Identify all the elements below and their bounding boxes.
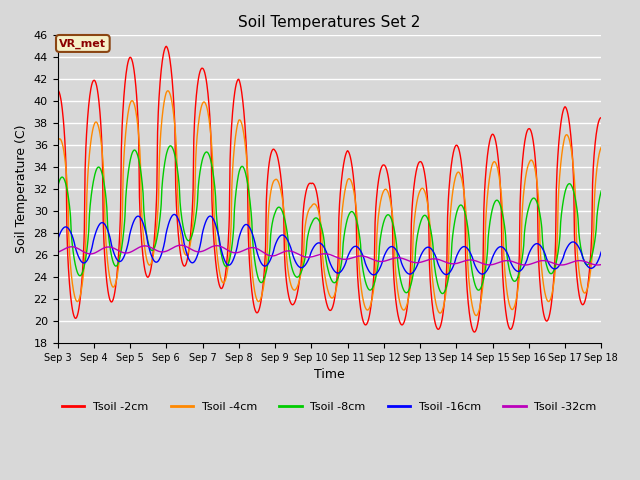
X-axis label: Time: Time [314,368,345,381]
Tsoil -16cm [54,237,61,243]
Tsoil -8cm [251,258,259,264]
Title: Soil Temperatures Set 2: Soil Temperatures Set 2 [238,15,420,30]
Tsoil -4cm [164,88,172,94]
Tsoil -32cm [496,259,504,265]
Line: Tsoil -2cm: Tsoil -2cm [58,47,602,332]
Line: Tsoil -8cm: Tsoil -8cm [58,146,602,294]
Tsoil -2cm [439,312,447,317]
Tsoil -2cm [470,329,478,335]
Tsoil -16cm [251,239,259,245]
Tsoil -2cm [163,44,170,49]
Tsoil -4cm [472,312,480,318]
Tsoil -2cm [496,180,504,186]
Tsoil -32cm [180,243,188,249]
Y-axis label: Soil Temperature (C): Soil Temperature (C) [15,125,28,253]
Tsoil -8cm [440,290,447,296]
Tsoil -4cm [180,248,188,253]
Tsoil -32cm [251,245,259,251]
Tsoil -16cm [496,244,504,250]
Tsoil -2cm [373,188,381,193]
Tsoil -32cm [410,260,418,265]
Tsoil -2cm [410,184,418,190]
Tsoil -2cm [251,306,259,312]
Tsoil -4cm [251,288,259,294]
Tsoil -8cm [598,187,605,192]
Tsoil -16cm [170,212,178,217]
Tsoil -8cm [167,143,175,149]
Tsoil -32cm [522,262,529,268]
Tsoil -4cm [54,139,61,145]
Tsoil -8cm [438,291,446,297]
Tsoil -2cm [598,115,605,120]
Line: Tsoil -16cm: Tsoil -16cm [58,215,602,275]
Tsoil -4cm [496,181,504,187]
Tsoil -16cm [374,269,381,275]
Line: Tsoil -4cm: Tsoil -4cm [58,91,602,315]
Tsoil -16cm [440,270,447,276]
Line: Tsoil -32cm: Tsoil -32cm [58,245,602,265]
Tsoil -32cm [373,258,381,264]
Tsoil -16cm [370,272,378,278]
Tsoil -4cm [598,144,605,149]
Tsoil -8cm [496,202,504,208]
Tsoil -4cm [373,227,381,232]
Text: VR_met: VR_met [60,38,106,48]
Tsoil -8cm [54,185,61,191]
Tsoil -32cm [439,258,447,264]
Tsoil -4cm [439,306,447,312]
Tsoil -2cm [54,87,61,93]
Tsoil -8cm [180,227,188,232]
Tsoil -2cm [180,263,188,269]
Tsoil -32cm [54,250,61,255]
Tsoil -16cm [598,248,605,254]
Tsoil -8cm [410,267,418,273]
Tsoil -4cm [410,223,418,228]
Tsoil -16cm [180,238,188,244]
Tsoil -8cm [373,267,381,273]
Tsoil -32cm [177,242,184,248]
Tsoil -16cm [410,268,418,274]
Legend: Tsoil -2cm, Tsoil -4cm, Tsoil -8cm, Tsoil -16cm, Tsoil -32cm: Tsoil -2cm, Tsoil -4cm, Tsoil -8cm, Tsoi… [58,398,601,417]
Tsoil -32cm [598,262,605,267]
